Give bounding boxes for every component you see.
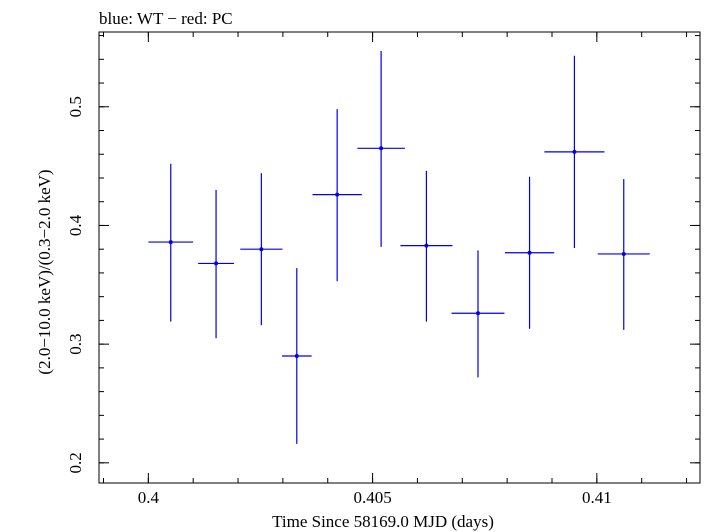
x-axis-ticks: 0.4 0.405 0.41 — [102, 32, 688, 507]
data-point — [451, 250, 505, 378]
y-tick-label: 0.5 — [66, 96, 85, 117]
data-marker — [572, 149, 577, 154]
x-tick-label: 0.41 — [582, 488, 612, 507]
data-marker — [168, 240, 173, 245]
data-point — [198, 189, 235, 339]
data-marker — [379, 146, 384, 151]
y-tick-label: 0.3 — [66, 334, 85, 355]
y-axis-ticks: 0.2 0.3 0.4 0.5 — [66, 35, 700, 473]
data-point — [281, 268, 312, 444]
x-axis-label: Time Since 58169.0 MJD (days) — [272, 512, 494, 531]
series-wt — [148, 50, 650, 444]
data-series — [148, 50, 650, 444]
x-tick-label: 0.4 — [138, 488, 160, 507]
data-marker — [335, 192, 340, 197]
data-marker — [621, 251, 626, 256]
data-marker — [527, 250, 532, 255]
data-point — [357, 50, 405, 247]
data-marker — [214, 261, 219, 266]
chart-title: blue: WT − red: PC — [99, 9, 233, 28]
data-point — [597, 179, 650, 330]
y-axis-label: (2.0−10.0 keV)/(0.3−2.0 keV) — [35, 169, 54, 374]
data-marker — [475, 311, 480, 316]
data-marker — [424, 243, 429, 248]
data-point — [240, 173, 283, 326]
data-point — [544, 55, 605, 249]
plot-frame — [98, 31, 701, 484]
data-point — [400, 170, 453, 322]
data-marker — [294, 354, 299, 359]
y-tick-label: 0.4 — [66, 214, 85, 236]
data-point — [504, 176, 555, 329]
x-tick-label: 0.405 — [353, 488, 391, 507]
data-marker — [259, 247, 264, 252]
data-point — [312, 109, 362, 282]
y-tick-label: 0.2 — [66, 452, 85, 473]
data-point — [148, 163, 194, 322]
